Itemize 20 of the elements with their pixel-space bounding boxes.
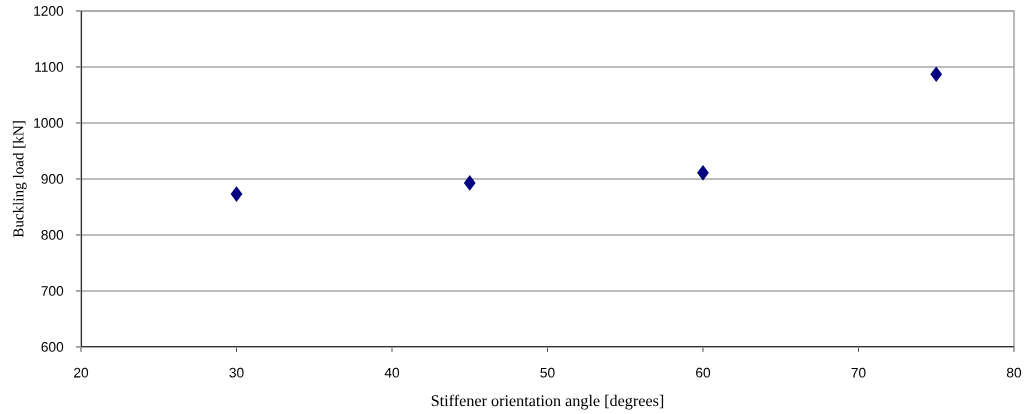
x-tick-label: 60: [696, 367, 711, 378]
point: [930, 66, 942, 82]
point: [464, 175, 476, 191]
x-tick-label: 20: [74, 367, 89, 378]
point: [697, 165, 709, 181]
y-tick-label: 800: [41, 230, 64, 240]
x-tick-label: 40: [384, 367, 400, 378]
x-tick-label: 70: [851, 367, 866, 378]
x-tick-label: 30: [229, 367, 244, 378]
y-tick-label: 700: [41, 286, 64, 296]
y-axis-title: Buckling load [kN]: [12, 121, 27, 238]
x-axis-title: Stiffener orientation angle [degrees]: [431, 394, 664, 410]
y-tick-label: 1000: [34, 118, 64, 128]
y-tick-label: 600: [41, 342, 64, 352]
x-tick-label: 50: [540, 367, 555, 378]
y-tick-label: 1100: [35, 62, 64, 72]
y-tick-label: 900: [41, 174, 64, 184]
y-tick-label: 1200: [34, 6, 64, 16]
x-tick-label: 80: [1006, 367, 1022, 378]
point: [230, 186, 243, 202]
